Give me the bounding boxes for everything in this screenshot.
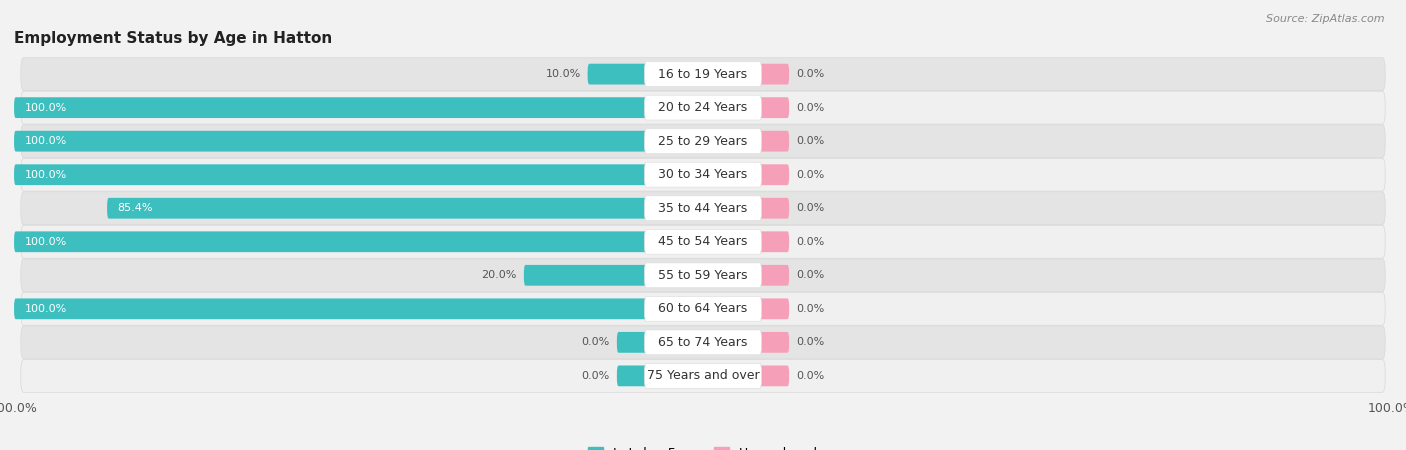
Text: 75 Years and over: 75 Years and over	[647, 369, 759, 382]
FancyBboxPatch shape	[755, 265, 789, 286]
Text: 0.0%: 0.0%	[796, 170, 824, 180]
Text: 35 to 44 Years: 35 to 44 Years	[658, 202, 748, 215]
FancyBboxPatch shape	[14, 231, 651, 252]
Text: 100.0%: 100.0%	[24, 103, 66, 112]
FancyBboxPatch shape	[644, 364, 762, 388]
FancyBboxPatch shape	[21, 125, 1385, 158]
FancyBboxPatch shape	[755, 332, 789, 353]
Text: 0.0%: 0.0%	[796, 136, 824, 146]
FancyBboxPatch shape	[644, 129, 762, 153]
FancyBboxPatch shape	[107, 198, 651, 219]
FancyBboxPatch shape	[21, 58, 1385, 90]
Text: 100.0%: 100.0%	[24, 237, 66, 247]
FancyBboxPatch shape	[524, 265, 651, 286]
Text: 85.4%: 85.4%	[118, 203, 153, 213]
Text: 0.0%: 0.0%	[796, 304, 824, 314]
Text: Source: ZipAtlas.com: Source: ZipAtlas.com	[1267, 14, 1385, 23]
Text: 55 to 59 Years: 55 to 59 Years	[658, 269, 748, 282]
Text: 0.0%: 0.0%	[582, 338, 610, 347]
FancyBboxPatch shape	[644, 263, 762, 288]
Text: 20 to 24 Years: 20 to 24 Years	[658, 101, 748, 114]
Text: 100.0%: 100.0%	[24, 304, 66, 314]
FancyBboxPatch shape	[755, 231, 789, 252]
FancyBboxPatch shape	[755, 365, 789, 386]
FancyBboxPatch shape	[21, 91, 1385, 124]
Text: 0.0%: 0.0%	[582, 371, 610, 381]
FancyBboxPatch shape	[755, 131, 789, 152]
Text: 65 to 74 Years: 65 to 74 Years	[658, 336, 748, 349]
FancyBboxPatch shape	[755, 164, 789, 185]
FancyBboxPatch shape	[21, 292, 1385, 325]
FancyBboxPatch shape	[644, 297, 762, 321]
FancyBboxPatch shape	[644, 230, 762, 254]
Text: 100.0%: 100.0%	[24, 136, 66, 146]
FancyBboxPatch shape	[755, 298, 789, 319]
FancyBboxPatch shape	[755, 198, 789, 219]
FancyBboxPatch shape	[644, 62, 762, 86]
FancyBboxPatch shape	[644, 330, 762, 355]
Text: 100.0%: 100.0%	[24, 170, 66, 180]
Text: 0.0%: 0.0%	[796, 203, 824, 213]
FancyBboxPatch shape	[21, 259, 1385, 292]
FancyBboxPatch shape	[14, 164, 651, 185]
Text: 25 to 29 Years: 25 to 29 Years	[658, 135, 748, 148]
FancyBboxPatch shape	[21, 158, 1385, 191]
Text: 10.0%: 10.0%	[546, 69, 581, 79]
FancyBboxPatch shape	[617, 332, 651, 353]
Text: 0.0%: 0.0%	[796, 338, 824, 347]
Text: Employment Status by Age in Hatton: Employment Status by Age in Hatton	[14, 31, 332, 46]
FancyBboxPatch shape	[21, 360, 1385, 392]
FancyBboxPatch shape	[21, 192, 1385, 225]
Text: 0.0%: 0.0%	[796, 69, 824, 79]
FancyBboxPatch shape	[755, 64, 789, 85]
FancyBboxPatch shape	[21, 326, 1385, 359]
FancyBboxPatch shape	[755, 97, 789, 118]
Text: 0.0%: 0.0%	[796, 103, 824, 112]
Text: 16 to 19 Years: 16 to 19 Years	[658, 68, 748, 81]
FancyBboxPatch shape	[617, 365, 651, 386]
FancyBboxPatch shape	[644, 196, 762, 220]
Text: 20.0%: 20.0%	[482, 270, 517, 280]
FancyBboxPatch shape	[644, 95, 762, 120]
Text: 0.0%: 0.0%	[796, 371, 824, 381]
Text: 0.0%: 0.0%	[796, 237, 824, 247]
Text: 60 to 64 Years: 60 to 64 Years	[658, 302, 748, 315]
Text: 0.0%: 0.0%	[796, 270, 824, 280]
FancyBboxPatch shape	[644, 162, 762, 187]
FancyBboxPatch shape	[14, 131, 651, 152]
FancyBboxPatch shape	[588, 64, 651, 85]
Text: 45 to 54 Years: 45 to 54 Years	[658, 235, 748, 248]
FancyBboxPatch shape	[14, 97, 651, 118]
FancyBboxPatch shape	[14, 298, 651, 319]
FancyBboxPatch shape	[21, 225, 1385, 258]
Text: 30 to 34 Years: 30 to 34 Years	[658, 168, 748, 181]
Legend: In Labor Force, Unemployed: In Labor Force, Unemployed	[583, 442, 823, 450]
